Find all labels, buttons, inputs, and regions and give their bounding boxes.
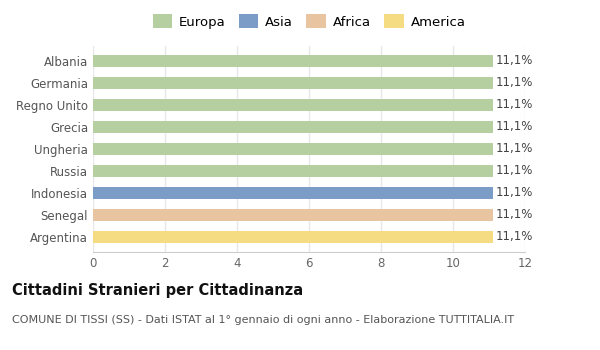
Text: 11,1%: 11,1% [496, 164, 533, 177]
Text: 11,1%: 11,1% [496, 54, 533, 68]
Bar [93, 55, 493, 67]
Bar [93, 231, 493, 243]
Bar [93, 209, 493, 220]
Bar [93, 164, 493, 177]
Bar [93, 143, 493, 155]
Text: 11,1%: 11,1% [496, 230, 533, 243]
Legend: Europa, Asia, Africa, America: Europa, Asia, Africa, America [147, 11, 471, 35]
Bar [93, 187, 493, 199]
Bar [93, 77, 493, 89]
Text: 11,1%: 11,1% [496, 208, 533, 221]
Text: 11,1%: 11,1% [496, 98, 533, 111]
Bar [93, 99, 493, 111]
Text: 11,1%: 11,1% [496, 186, 533, 199]
Text: Cittadini Stranieri per Cittadinanza: Cittadini Stranieri per Cittadinanza [12, 284, 303, 299]
Text: 11,1%: 11,1% [496, 76, 533, 89]
Text: COMUNE DI TISSI (SS) - Dati ISTAT al 1° gennaio di ogni anno - Elaborazione TUTT: COMUNE DI TISSI (SS) - Dati ISTAT al 1° … [12, 315, 514, 325]
Bar [93, 121, 493, 133]
Text: 11,1%: 11,1% [496, 142, 533, 155]
Text: 11,1%: 11,1% [496, 120, 533, 133]
